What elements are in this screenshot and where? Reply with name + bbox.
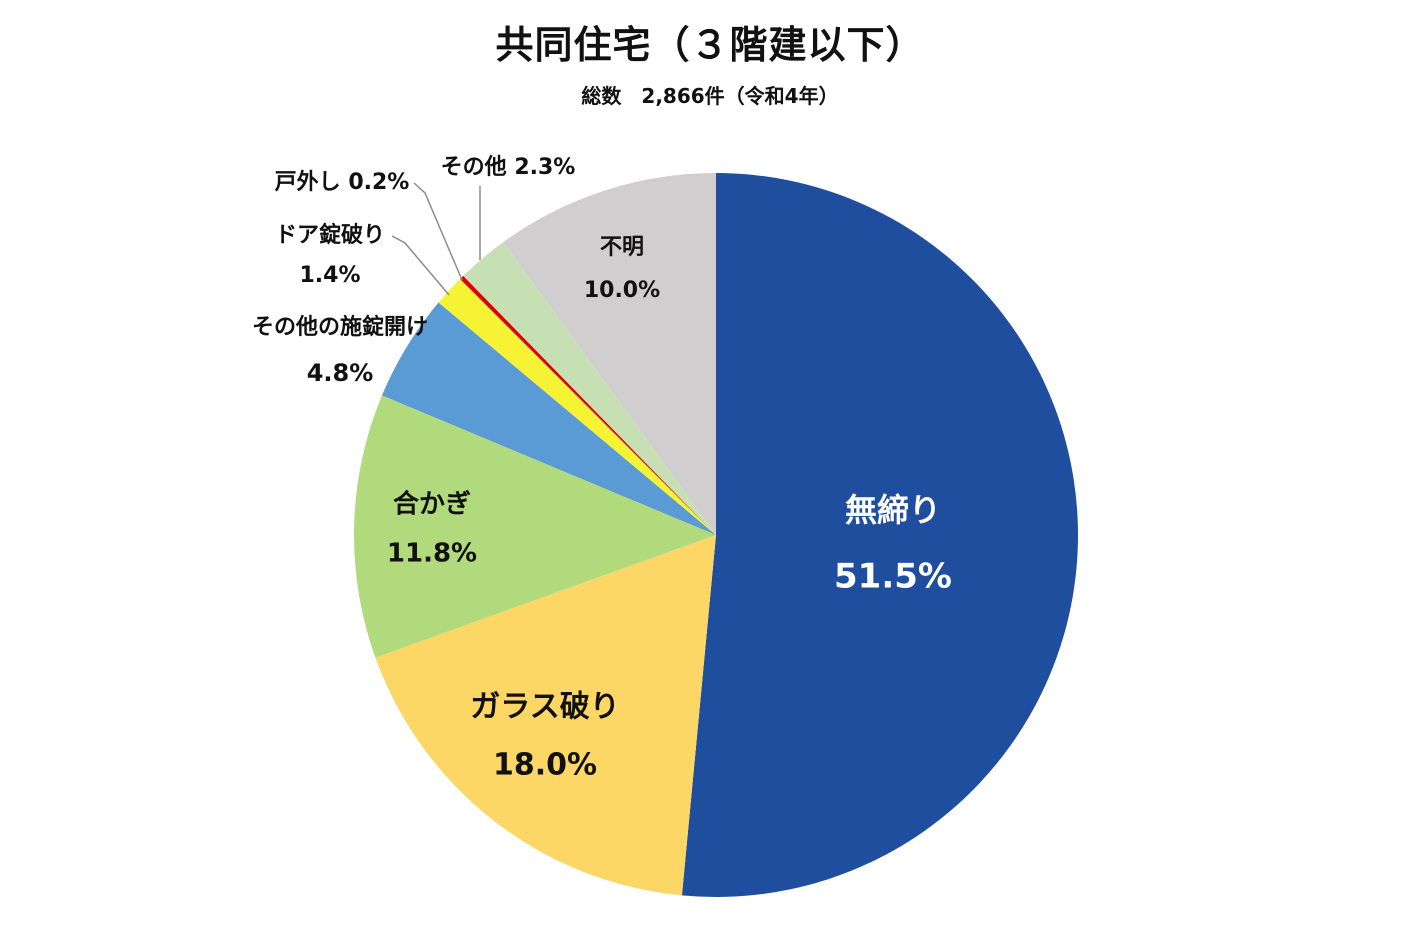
slice-percent-2: 18.0% xyxy=(493,748,597,783)
slice-percent-8: 10.0% xyxy=(584,278,660,303)
pie-slice-7 xyxy=(463,242,716,535)
slice-name-5: ドア錠破り xyxy=(275,222,385,248)
slice-name-8: 不明 xyxy=(600,235,644,260)
slice-percent-3: 11.8% xyxy=(387,539,477,569)
pie-slice-8 xyxy=(503,173,716,535)
slice-percent-1: 51.5% xyxy=(834,557,952,597)
slice-name-1: 無締り xyxy=(845,491,941,529)
pie-slice-2 xyxy=(375,535,716,896)
pie-slice-3 xyxy=(354,395,716,658)
slice-name-2: ガラス破り xyxy=(470,690,619,725)
pie-slice-1 xyxy=(681,173,1078,897)
slice-name-4: その他の施錠開け xyxy=(252,314,428,340)
pie-slice-6 xyxy=(460,275,716,535)
chart-title: 共同住宅（３階建以下） xyxy=(495,23,925,67)
slice-name-3: 合かぎ xyxy=(393,489,471,520)
leader-line-5 xyxy=(391,235,450,296)
slice-label-6: 戸外し 0.2% xyxy=(275,169,410,195)
chart-subtitle: 総数 2,866件（令和4年） xyxy=(581,84,839,108)
slice-percent-5: 1.4% xyxy=(299,263,360,288)
pie-slice-4 xyxy=(381,302,716,535)
slice-percent-4: 4.8% xyxy=(307,359,374,387)
leader-line-6 xyxy=(413,182,463,281)
slice-label-7: その他 2.3% xyxy=(441,155,576,180)
pie-slice-5 xyxy=(438,279,716,535)
